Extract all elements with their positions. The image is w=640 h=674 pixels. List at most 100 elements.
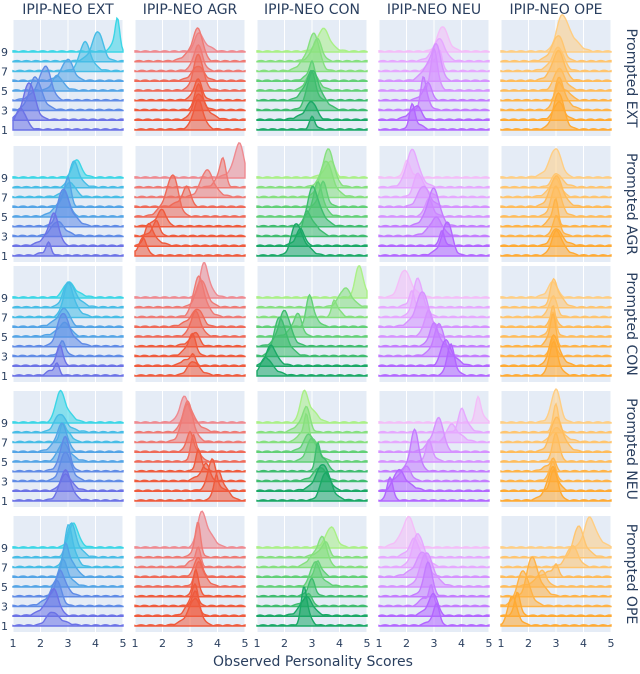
x-tick-label: 2	[159, 637, 166, 650]
ridge-level-1	[12, 469, 124, 502]
ridge-level-6	[134, 430, 246, 453]
ridge-level-3	[256, 209, 368, 238]
ridge-level-6	[134, 308, 246, 328]
ridge-level-7	[12, 281, 124, 319]
ridge-level-3	[134, 82, 246, 112]
ridge-level-6	[500, 562, 612, 578]
ridge-level-3	[12, 579, 124, 608]
ridge-level-4	[500, 197, 612, 228]
panel-r3-c4	[378, 266, 490, 382]
y-tick-label: 7	[1, 437, 8, 450]
panel-r4-c4	[378, 391, 490, 507]
ridge-level-1	[256, 471, 368, 502]
ridge-level-6	[378, 416, 490, 453]
x-tick-label: 4	[92, 637, 99, 650]
y-tick-label: 1	[1, 370, 8, 383]
ridge-level-7	[134, 546, 246, 569]
ridge-level-9	[12, 389, 124, 424]
ridge-level-4	[256, 185, 368, 228]
ridge-level-5	[500, 305, 612, 338]
ridge-level-1	[256, 222, 368, 257]
ridge-level-1	[500, 595, 612, 627]
panel-grid	[12, 13, 612, 632]
ridge-level-2	[378, 592, 490, 617]
ridge-level-4	[256, 577, 368, 598]
panel-r5-c2	[134, 510, 246, 632]
panel-r4-c5	[500, 387, 612, 507]
x-tick-label: 2	[403, 637, 410, 650]
y-tick-label: 9	[1, 542, 8, 555]
ridge-level-6	[256, 293, 368, 328]
ridge-level-2	[134, 582, 246, 617]
panel-r1-c4	[378, 20, 490, 136]
panel-r1-c2	[134, 20, 246, 136]
column-title: IPIP-NEO OPE	[510, 2, 603, 18]
ridge-level-9	[12, 16, 124, 53]
ridge-level-8	[378, 537, 490, 559]
y-tick-label: 1	[1, 124, 8, 137]
panel-r1-c3	[256, 20, 368, 136]
ridge-level-8	[12, 413, 124, 434]
y-tick-label: 9	[1, 46, 8, 59]
ridge-level-2	[256, 227, 368, 247]
row-titles: Prompted EXT Prompted AGR Prompted CON Prom…	[623, 29, 639, 625]
ridge-level-1	[12, 107, 124, 131]
ridge-level-2	[12, 212, 124, 247]
ridge-level-5	[256, 437, 368, 463]
ridge-level-1	[134, 98, 246, 131]
x-tick-label: 3	[187, 637, 194, 650]
ridge-level-1	[500, 229, 612, 257]
ridge-level-6	[134, 65, 246, 82]
ridge-level-1	[134, 360, 246, 377]
ridge-level-7	[378, 532, 490, 569]
row-title: Prompted OPE	[623, 524, 639, 624]
ridge-level-9	[378, 269, 490, 299]
y-tick-label: 3	[1, 351, 8, 364]
ridge-level-9	[256, 389, 368, 424]
ridge-level-3	[12, 339, 124, 358]
ridge-level-5	[134, 560, 246, 588]
ridge-level-4	[134, 568, 246, 598]
column-title: IPIP-NEO NEU	[387, 2, 481, 18]
ridge-level-4	[134, 448, 246, 473]
ridge-level-3	[256, 316, 368, 358]
ridge-level-3	[256, 466, 368, 483]
y-tick-label: 7	[1, 312, 8, 325]
x-tick-labels: 1 1 1 1 1 2 2 2 2 2 3 3 3 3 3 4 4 4 4 4 5 5 5 5 5	[10, 637, 615, 650]
ridge-level-2	[12, 587, 124, 617]
panel-r4-c2	[134, 391, 246, 507]
ridge-level-6	[12, 58, 124, 82]
ridge-level-2	[378, 338, 490, 367]
ridge-level-4	[378, 428, 490, 473]
panel-r2-c5	[500, 146, 612, 262]
x-tick-label: 3	[431, 637, 438, 650]
x-tick-label: 3	[309, 637, 316, 650]
ridge-level-7	[256, 535, 368, 569]
ridge-level-4	[12, 188, 124, 228]
row-title: Prompted AGR	[623, 153, 639, 255]
ridge-level-3	[12, 451, 124, 483]
panel-r4-c3	[256, 389, 368, 507]
y-tick-label: 3	[1, 601, 8, 614]
y-tick-label: 5	[1, 581, 8, 594]
ridge-level-3	[378, 322, 490, 358]
ridge-level-8	[134, 27, 246, 63]
column-title: IPIP-NEO CON	[264, 2, 360, 18]
ridge-level-3	[256, 592, 368, 608]
panel-r3-c1	[12, 266, 124, 382]
x-tick-label: 5	[486, 637, 493, 650]
ridge-level-8	[378, 148, 490, 189]
ridge-level-3	[378, 75, 490, 112]
ridge-level-7	[378, 277, 490, 319]
ridge-level-2	[256, 595, 368, 617]
y-tick-label: 7	[1, 562, 8, 575]
ridge-level-8	[500, 525, 612, 559]
ridge-level-1	[12, 361, 124, 377]
ridge-level-9	[378, 395, 490, 424]
ridge-level-4	[12, 569, 124, 598]
ridge-level-9	[500, 13, 612, 53]
ridge-level-8	[378, 289, 490, 309]
ridge-level-1	[378, 221, 490, 257]
ridge-level-4	[378, 81, 490, 102]
column-titles: IPIP-NEO EXT IPIP-NEO AGR IPIP-NEO CON IPIP…	[22, 2, 602, 18]
